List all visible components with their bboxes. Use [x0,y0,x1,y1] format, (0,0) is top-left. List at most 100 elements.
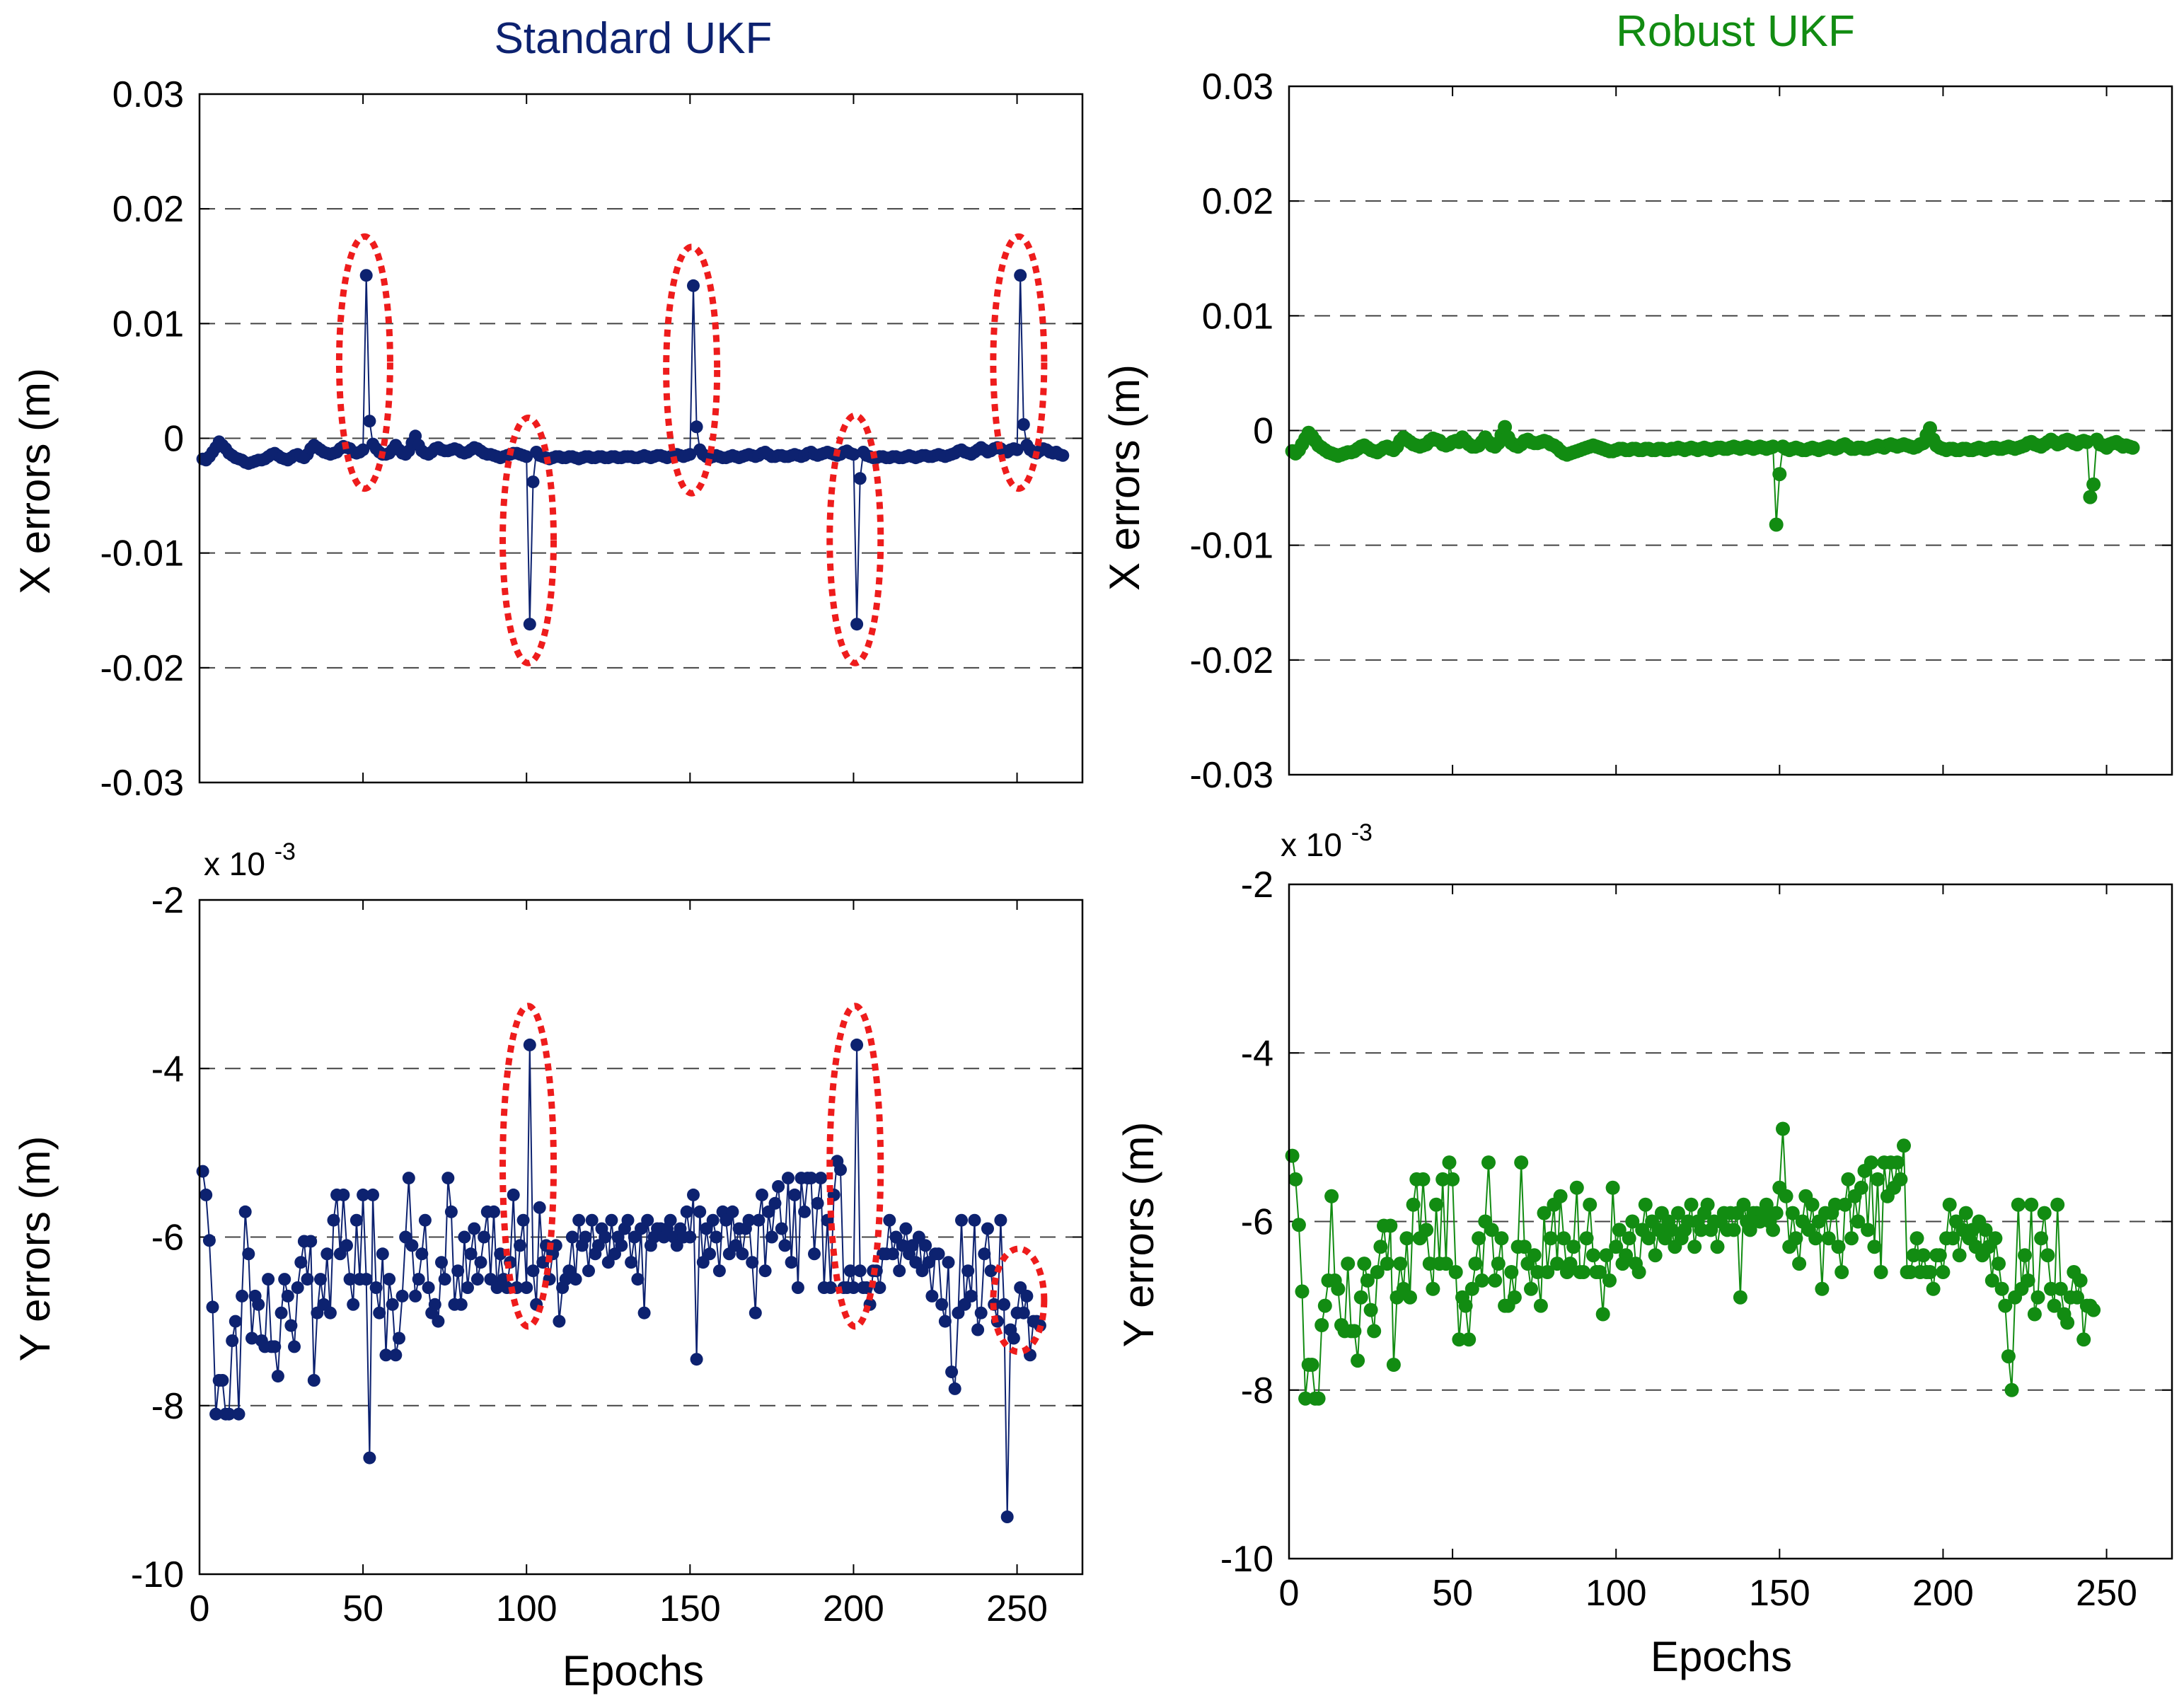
data-point-robust-y [1351,1353,1365,1368]
data-point-robust-y [1867,1240,1882,1254]
data-point-robust-y [1861,1223,1876,1237]
data-point-standard-y [1020,1289,1034,1303]
y-tick-label-robust-y: -6 [1241,1202,1273,1243]
outlier-highlight-standard-x [335,233,393,492]
data-point-standard-y [232,1407,245,1421]
data-point-robust-y [1566,1240,1581,1254]
data-point-standard-y [304,1235,318,1248]
data-point-robust-y [1648,1248,1663,1263]
data-point-robust-y [1429,1197,1443,1212]
data-point-robust-y [1315,1318,1329,1332]
x-tick-label-standard-y: 0 [190,1588,210,1629]
data-point-standard-y [271,1370,284,1383]
data-point-robust-y [1540,1265,1555,1279]
data-point-standard-y [886,1247,899,1261]
data-point-standard-y [533,1201,546,1214]
data-point-standard-y [275,1306,288,1319]
data-point-standard-y [307,1374,320,1387]
data-point-robust-y [2047,1298,2062,1313]
data-point-robust-y [1984,1273,1999,1288]
data-point-robust-y [1841,1172,1856,1186]
axes-frame-robust-y [1288,883,2173,1560]
data-point-standard-y [418,1213,432,1227]
data-point-standard-y [948,1382,961,1395]
data-point-standard-y [323,1306,337,1319]
data-point-standard-y [432,1315,445,1328]
data-point-robust-y [1533,1298,1548,1313]
y-tick-label-robust-y: -8 [1241,1370,1273,1411]
data-point-robust-y [1871,1172,1885,1186]
data-point-standard-y [222,1407,236,1421]
data-point-robust-y [1893,1172,1908,1186]
data-point-standard-y [968,1213,981,1227]
data-point-robust-y [1569,1180,1584,1195]
data-point-robust-y [1435,1172,1450,1186]
data-point-standard-y [373,1306,386,1319]
data-point-robust-y [1619,1248,1634,1263]
data-point-robust-x [2083,490,2098,504]
data-point-robust-y [1386,1358,1401,1372]
data-point-robust-y [1416,1172,1431,1186]
data-point-standard-y [369,1281,383,1294]
data-point-robust-y [1854,1180,1868,1195]
data-point-robust-y [1347,1324,1362,1339]
data-point-robust-y [2060,1315,2075,1330]
data-point-standard-y [961,1264,975,1278]
data-point-standard-y [366,1188,379,1201]
exponent-base-standard-y: x 10 [204,845,265,882]
data-point-robust-y [1353,1290,1368,1305]
data-point-standard-y [664,1213,677,1227]
data-point-robust-y [1517,1240,1532,1254]
y-tick-label-robust-x: 0.02 [1202,181,1273,222]
data-point-standard-y [932,1247,945,1261]
data-point-standard-x [850,618,864,631]
data-point-robust-y [1474,1273,1489,1288]
data-point-robust-y [1622,1231,1636,1246]
data-point-robust-y [1445,1172,1460,1186]
data-point-robust-y [1593,1265,1607,1279]
data-point-standard-y [847,1281,860,1294]
data-point-robust-y [1360,1273,1375,1288]
x-tick-label-standard-y: 100 [496,1588,557,1629]
data-point-standard-y [873,1281,886,1294]
y-tick-label-standard-x: 0 [163,419,184,460]
y-axis-label-robust-x: X errors (m) [1101,364,1148,591]
data-point-robust-y [1419,1223,1434,1237]
data-point-standard-y [507,1188,520,1201]
data-point-standard-y [798,1205,811,1218]
chart-title-robust: Robust UKF [1616,7,1855,56]
data-point-robust-y [1295,1284,1310,1299]
y-tick-label-standard-x: 0.01 [112,304,184,345]
data-point-standard-y [791,1281,804,1294]
data-point-robust-y [1776,1121,1790,1136]
y-tick-label-robust-x: 0.01 [1202,296,1273,337]
data-point-robust-y [1942,1197,1957,1212]
data-point-standard-y [514,1239,526,1252]
data-point-robust-y [1507,1290,1522,1305]
data-point-robust-y [1808,1231,1823,1246]
data-point-standard-y [301,1273,314,1286]
data-point-robust-y [1383,1218,1398,1233]
data-point-robust-y [1837,1197,1852,1212]
data-point-robust-y [1442,1155,1457,1170]
axes-frame-standard-x [198,93,1084,784]
data-point-standard-y [284,1319,298,1332]
exponent-power-standard-y: -3 [275,838,296,865]
data-point-standard-y [395,1289,409,1303]
data-point-robust-y [1609,1240,1624,1254]
data-point-standard-y [320,1247,334,1261]
data-point-standard-y [615,1239,628,1252]
data-point-standard-y [680,1205,693,1218]
data-point-robust-y [1311,1391,1326,1406]
data-point-robust-x [2086,477,2101,492]
data-point-robust-y [1305,1358,1319,1372]
data-point-robust-y [1462,1332,1477,1347]
data-point-standard-y [357,1188,370,1201]
data-point-robust-y [1992,1257,2006,1271]
data-point-standard-y [710,1230,723,1244]
data-point-robust-y [2011,1197,2026,1212]
outlier-highlight-standard-x [990,233,1048,492]
data-point-robust-y [1638,1197,1653,1212]
data-point-robust-y [1595,1307,1610,1322]
data-point-standard-y [242,1247,255,1261]
